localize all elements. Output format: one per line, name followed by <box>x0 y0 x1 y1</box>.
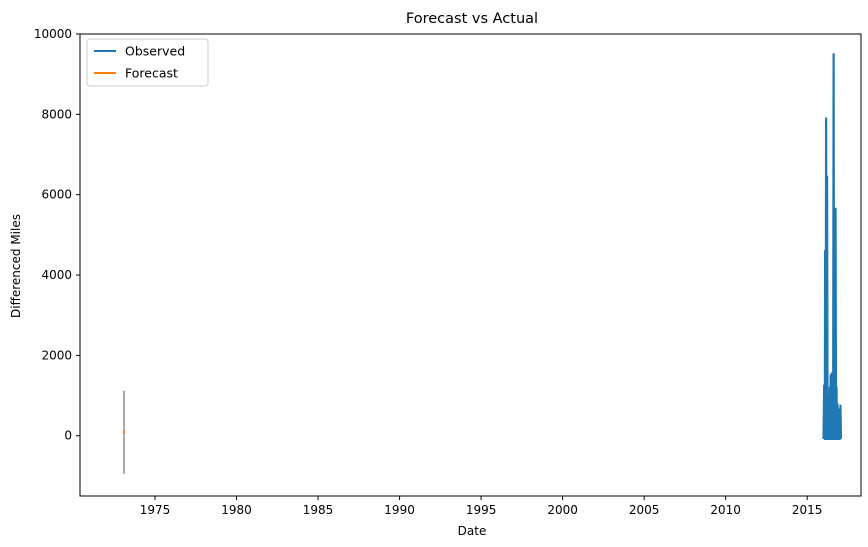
x-tick-label: 1980 <box>221 503 252 517</box>
y-tick-label: 2000 <box>41 348 72 362</box>
x-tick-label: 1995 <box>466 503 497 517</box>
x-tick-label: 2010 <box>710 503 741 517</box>
y-tick-label: 0 <box>64 429 72 443</box>
x-axis-label: Date <box>458 524 487 538</box>
y-axis: 0 2000 4000 6000 8000 10000 <box>34 27 80 443</box>
x-tick-label: 1975 <box>140 503 171 517</box>
legend-label-observed: Observed <box>125 44 185 59</box>
plot-area <box>79 33 862 497</box>
x-tick-label: 2000 <box>547 503 578 517</box>
y-tick-label: 10000 <box>34 27 72 41</box>
chart-title: Forecast vs Actual <box>406 11 538 27</box>
plot-frame <box>79 33 862 497</box>
x-tick-label: 2005 <box>629 503 660 517</box>
legend-box <box>86 38 209 87</box>
legend-label-forecast: Forecast <box>125 66 178 81</box>
legend: Observed Forecast <box>86 38 209 87</box>
x-tick-label: 1985 <box>303 503 334 517</box>
x-tick-label: 1990 <box>384 503 415 517</box>
y-tick-label: 8000 <box>41 107 72 121</box>
y-tick-label: 6000 <box>41 188 72 202</box>
x-axis: 1975 1980 1985 1990 1995 2000 2005 2010 2015 <box>140 496 823 517</box>
x-tick-label: 2015 <box>792 503 823 517</box>
y-axis-label: Differenced Miles <box>9 214 23 318</box>
series-line-observed <box>822 52 843 441</box>
y-tick-label: 4000 <box>41 268 72 282</box>
series-line-forecast <box>122 429 126 434</box>
